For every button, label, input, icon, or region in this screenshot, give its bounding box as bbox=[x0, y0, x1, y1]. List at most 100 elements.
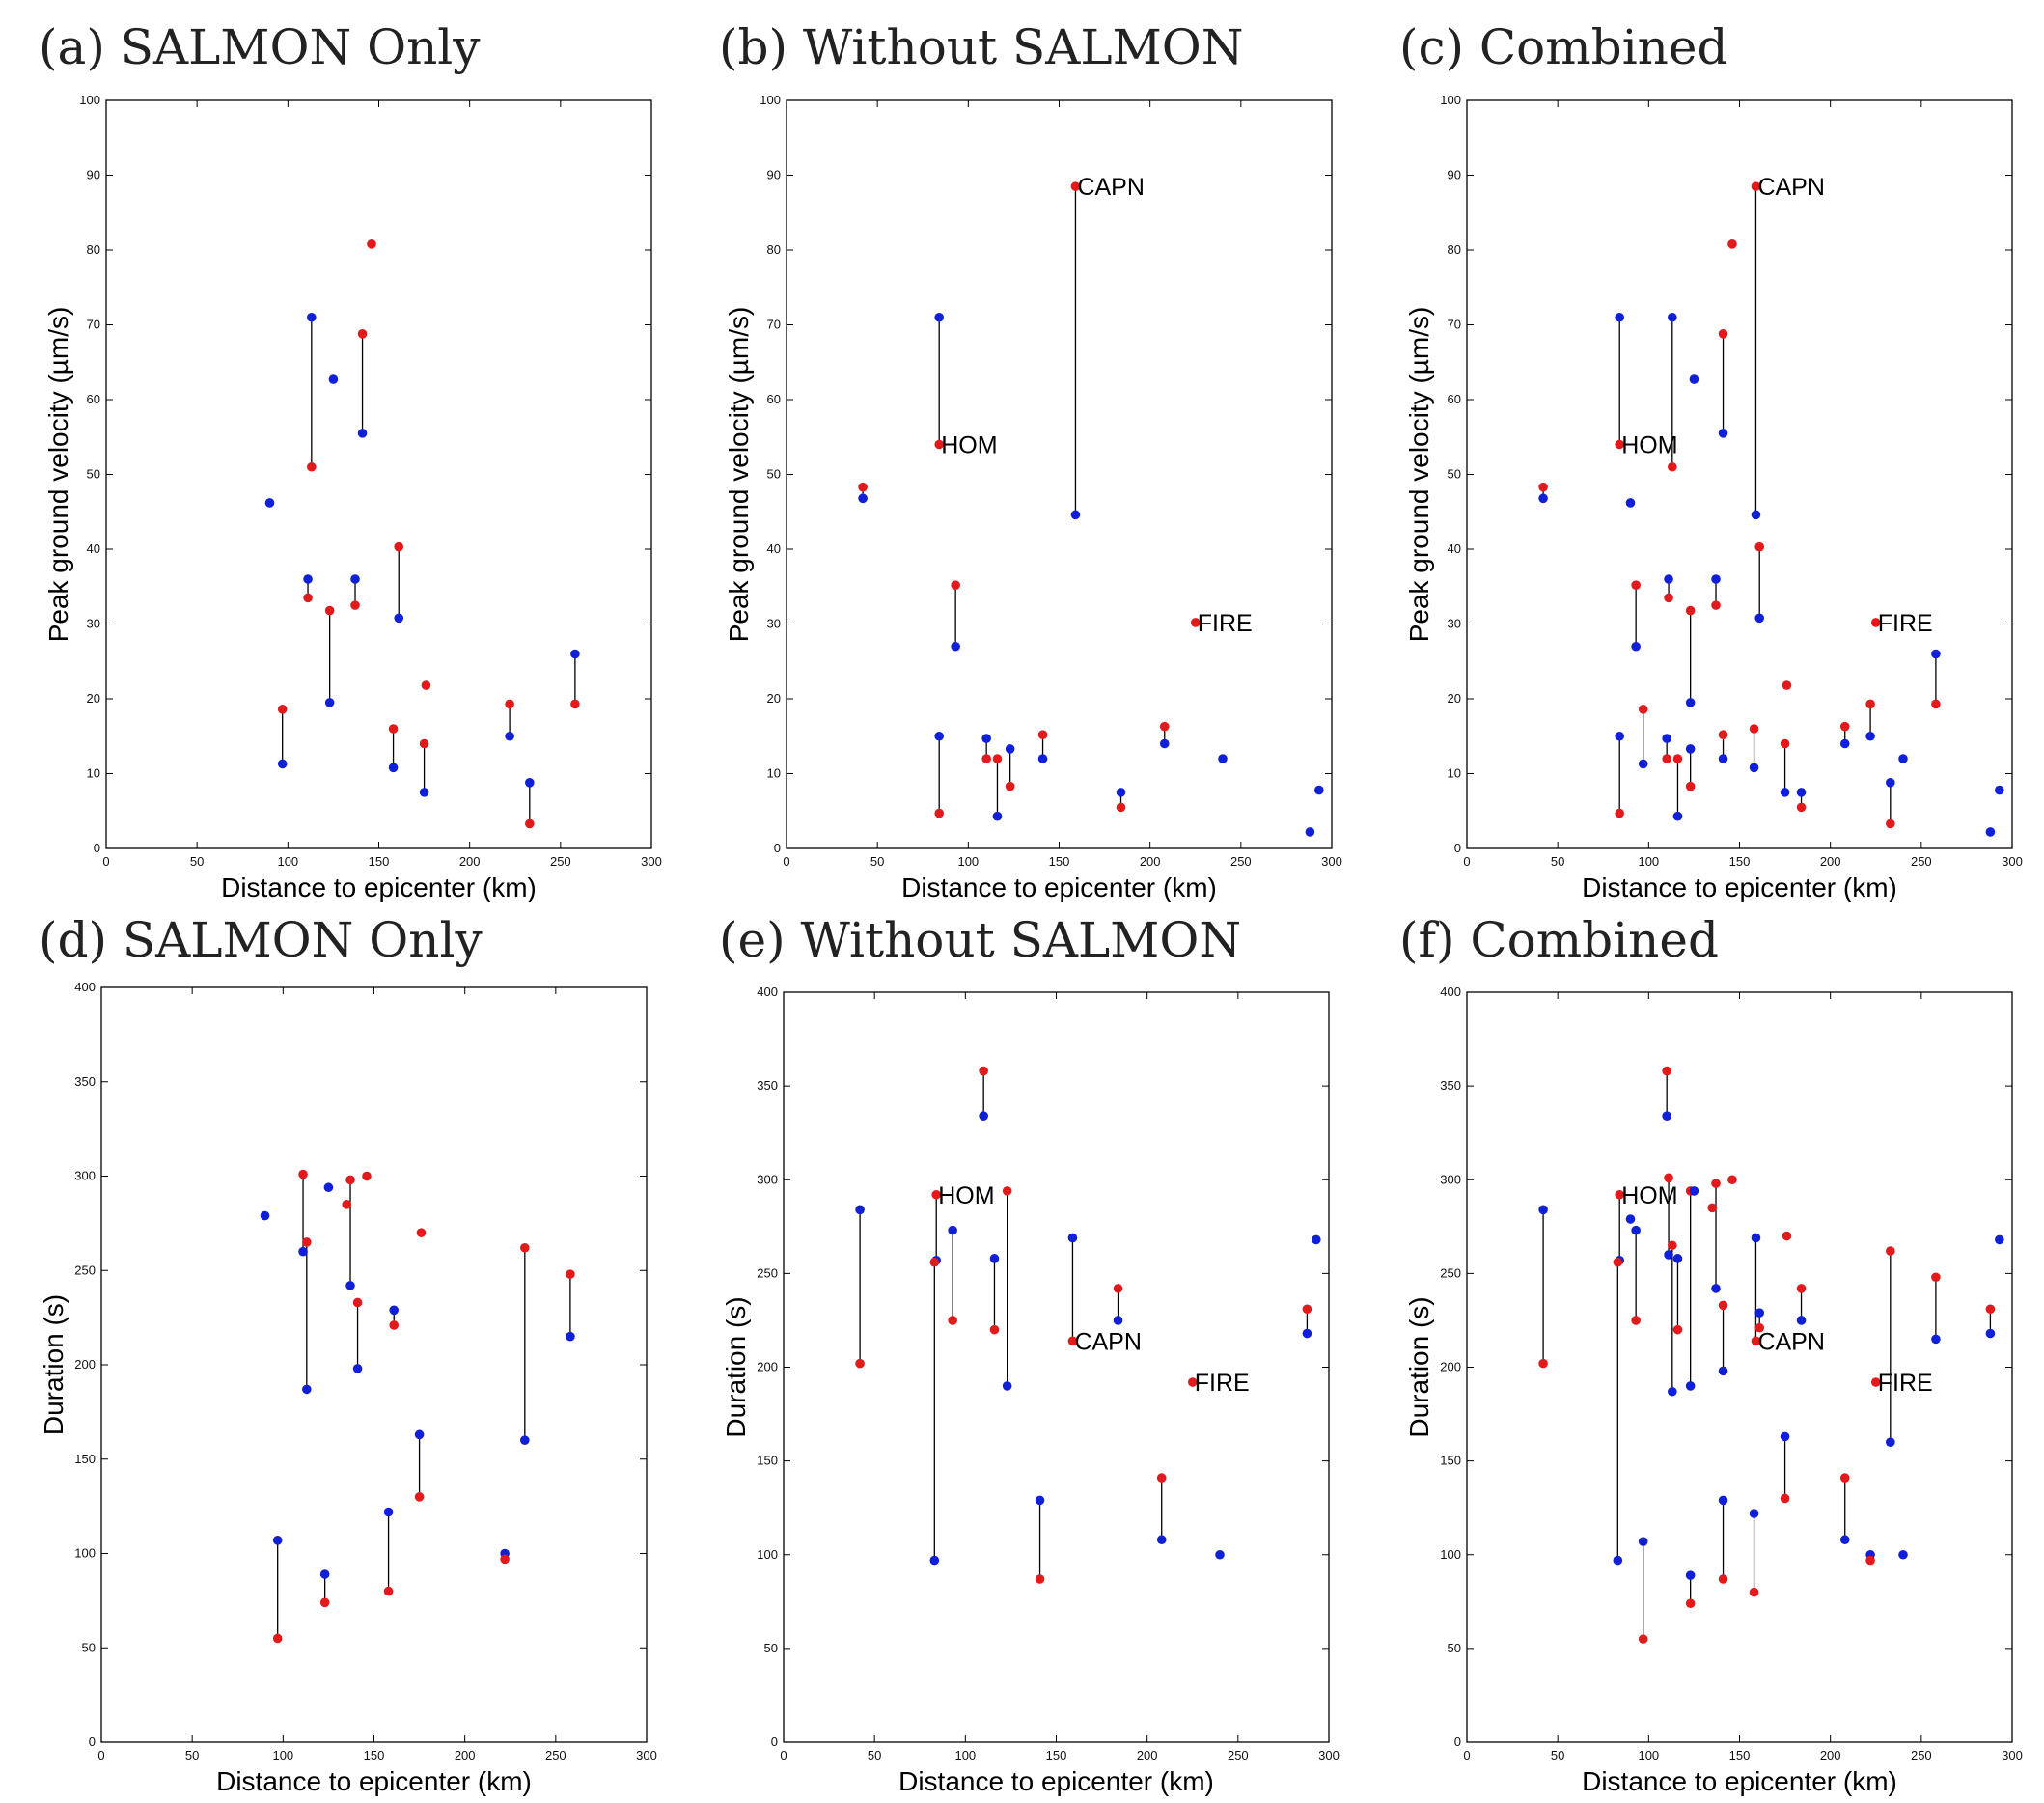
blue-point bbox=[1668, 312, 1677, 322]
red-point bbox=[1931, 1272, 1941, 1283]
red-point bbox=[1668, 1240, 1677, 1251]
red-point bbox=[1780, 738, 1790, 749]
red-point bbox=[1707, 1203, 1718, 1213]
y-tick-label: 150 bbox=[74, 1452, 96, 1466]
red-point bbox=[421, 680, 431, 690]
blue-point bbox=[1159, 738, 1170, 749]
y-axis-label: Peak ground velocity (µm/s) bbox=[724, 307, 754, 643]
x-axis-label: Distance to epicenter (km) bbox=[1582, 873, 1897, 902]
red-point bbox=[1749, 724, 1759, 734]
x-tick-label: 150 bbox=[1049, 854, 1070, 869]
y-tick-label: 20 bbox=[1448, 691, 1461, 706]
red-point bbox=[525, 818, 535, 829]
panel-title-a: (a) SALMON Only bbox=[39, 19, 481, 75]
x-tick-label: 150 bbox=[1046, 1748, 1067, 1762]
y-tick-label: 40 bbox=[767, 541, 781, 556]
red-point bbox=[855, 1358, 865, 1369]
y-tick-label: 300 bbox=[74, 1169, 96, 1183]
blue-point bbox=[992, 811, 1003, 821]
x-tick-label: 200 bbox=[1820, 854, 1841, 869]
red-point bbox=[345, 1175, 355, 1185]
red-point bbox=[1796, 802, 1807, 813]
blue-point bbox=[525, 778, 535, 788]
red-point bbox=[1672, 1324, 1683, 1335]
y-axis-label: Duration (s) bbox=[1404, 1296, 1434, 1437]
blue-point bbox=[1002, 1381, 1012, 1391]
x-tick-label: 250 bbox=[1911, 854, 1932, 869]
red-point bbox=[1749, 1587, 1759, 1597]
x-tick-label: 0 bbox=[102, 854, 109, 869]
station-label: FIRE bbox=[1195, 1370, 1250, 1397]
blue-point bbox=[345, 1281, 355, 1290]
red-point bbox=[307, 461, 317, 472]
blue-point bbox=[520, 1435, 530, 1445]
y-tick-label: 80 bbox=[1448, 242, 1461, 257]
blue-point bbox=[1685, 1381, 1696, 1391]
red-point bbox=[1613, 1257, 1623, 1267]
y-tick-label: 0 bbox=[1454, 841, 1461, 855]
red-point bbox=[981, 754, 991, 763]
x-axis-label: Distance to epicenter (km) bbox=[898, 1766, 1214, 1796]
x-tick-label: 100 bbox=[1638, 854, 1659, 869]
blue-point bbox=[1685, 698, 1696, 707]
x-tick-label: 300 bbox=[1318, 1748, 1340, 1762]
chart-panel-c: 0 50 100 150 200 250 300 0 10 20 30 40 50 60 70 80 90 100… bbox=[1404, 93, 2023, 902]
blue-point bbox=[1931, 649, 1941, 659]
blue-point bbox=[264, 498, 275, 508]
blue-point bbox=[1995, 785, 2004, 795]
blue-point bbox=[1156, 1535, 1167, 1545]
red-point bbox=[948, 1316, 957, 1325]
blue-point bbox=[1005, 744, 1015, 754]
blue-point bbox=[1751, 1233, 1761, 1243]
red-point bbox=[350, 600, 360, 610]
blue-point bbox=[1718, 754, 1728, 763]
red-point bbox=[1615, 439, 1624, 450]
y-tick-label: 400 bbox=[757, 985, 778, 999]
blue-point bbox=[419, 788, 429, 797]
blue-point bbox=[1749, 763, 1759, 773]
y-tick-label: 10 bbox=[1448, 766, 1461, 781]
red-point bbox=[1116, 802, 1126, 813]
plot-frame bbox=[783, 991, 1330, 1743]
panel-title-f: (f) Combined bbox=[1399, 912, 1719, 968]
red-point bbox=[1302, 1304, 1312, 1315]
blue-point bbox=[1625, 1214, 1636, 1224]
chart-panel-a: 0 50 100 150 200 250 300 0 10 20 30 40 50 60 70 80 90 100… bbox=[43, 93, 662, 902]
y-tick-label: 0 bbox=[94, 841, 100, 855]
blue-point bbox=[1718, 1366, 1728, 1376]
blue-point bbox=[303, 574, 313, 584]
blue-point bbox=[1631, 1225, 1641, 1235]
y-tick-label: 150 bbox=[1440, 1454, 1461, 1468]
x-tick-label: 300 bbox=[2002, 1748, 2023, 1762]
blue-point bbox=[1631, 641, 1641, 652]
red-point bbox=[302, 1237, 312, 1247]
red-point bbox=[1754, 1322, 1765, 1333]
x-tick-label: 100 bbox=[277, 854, 298, 869]
station-label: HOM bbox=[1621, 1182, 1677, 1209]
red-point bbox=[367, 239, 376, 249]
x-tick-label: 50 bbox=[185, 1748, 199, 1762]
x-tick-label: 250 bbox=[550, 854, 571, 869]
red-point bbox=[934, 808, 944, 818]
y-tick-label: 50 bbox=[82, 1640, 96, 1654]
plot-frame bbox=[105, 99, 652, 849]
red-point bbox=[1751, 1336, 1761, 1346]
blue-point bbox=[1672, 811, 1683, 821]
y-tick-label: 90 bbox=[1448, 168, 1461, 182]
blue-point bbox=[388, 763, 399, 773]
red-point bbox=[1727, 239, 1737, 249]
plot-frame bbox=[786, 99, 1333, 849]
blue-point bbox=[1625, 498, 1636, 508]
red-point bbox=[1662, 754, 1671, 763]
blue-point bbox=[1886, 778, 1895, 788]
red-point bbox=[319, 1597, 330, 1608]
blue-point bbox=[319, 1569, 330, 1579]
red-point bbox=[1070, 181, 1081, 191]
blue-point bbox=[979, 1111, 988, 1122]
x-axis-label: Distance to epicenter (km) bbox=[1582, 1766, 1897, 1796]
y-tick-label: 200 bbox=[1440, 1360, 1461, 1374]
blue-point bbox=[1113, 1316, 1123, 1325]
red-point bbox=[992, 754, 1003, 763]
red-point bbox=[1156, 1473, 1167, 1483]
station-label: HOM bbox=[1621, 432, 1677, 459]
